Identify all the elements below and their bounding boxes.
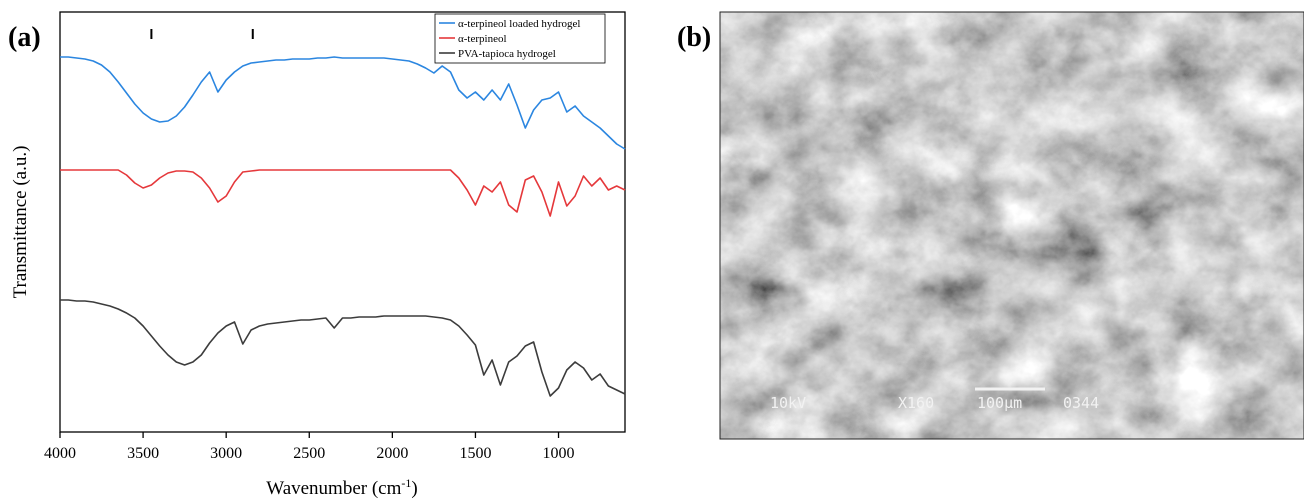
sem-magnification: X160 [898, 394, 934, 412]
x-axis-label-text: Wavenumber (cm [266, 478, 401, 499]
x-axis-label: Wavenumber (cm-1) [266, 476, 417, 499]
x-axis-label-sup: -1 [401, 476, 411, 490]
figure: (a) (b) Transmittance (a.u.) Wavenumber … [0, 0, 1304, 500]
x-axis-label-tail: ) [411, 478, 417, 499]
spectrum-line [60, 300, 625, 396]
spectrum-line [60, 57, 625, 149]
sem-voltage: 10kV [770, 394, 806, 412]
y-axis-label: Transmittance (a.u.) [10, 146, 31, 299]
sem-scale-bar-label: 100µm [977, 394, 1022, 412]
panel-label: (a) [8, 22, 41, 53]
legend-label: PVA-tapioca hydrogel [458, 48, 556, 60]
spectrum-line [60, 170, 625, 216]
sem-texture [720, 12, 1304, 439]
x-tick-label: 1000 [543, 445, 575, 462]
legend-label: α-terpineol loaded hydrogel [458, 18, 580, 30]
chart: (a) (b) Transmittance (a.u.) Wavenumber … [0, 0, 1304, 500]
x-tick-label: 3000 [210, 445, 242, 462]
sem-image-id: 0344 [1063, 394, 1099, 412]
sem-image: 10kV X160 100µm 0344 [720, 12, 1304, 439]
x-tick-label: 2500 [293, 445, 325, 462]
x-tick-label: 4000 [44, 445, 76, 462]
panel-label: (b) [677, 22, 711, 53]
x-tick-label: 2000 [376, 445, 408, 462]
x-tick-label: 3500 [127, 445, 159, 462]
legend-label: α-terpineol [458, 33, 507, 45]
x-tick-label: 1500 [459, 445, 491, 462]
